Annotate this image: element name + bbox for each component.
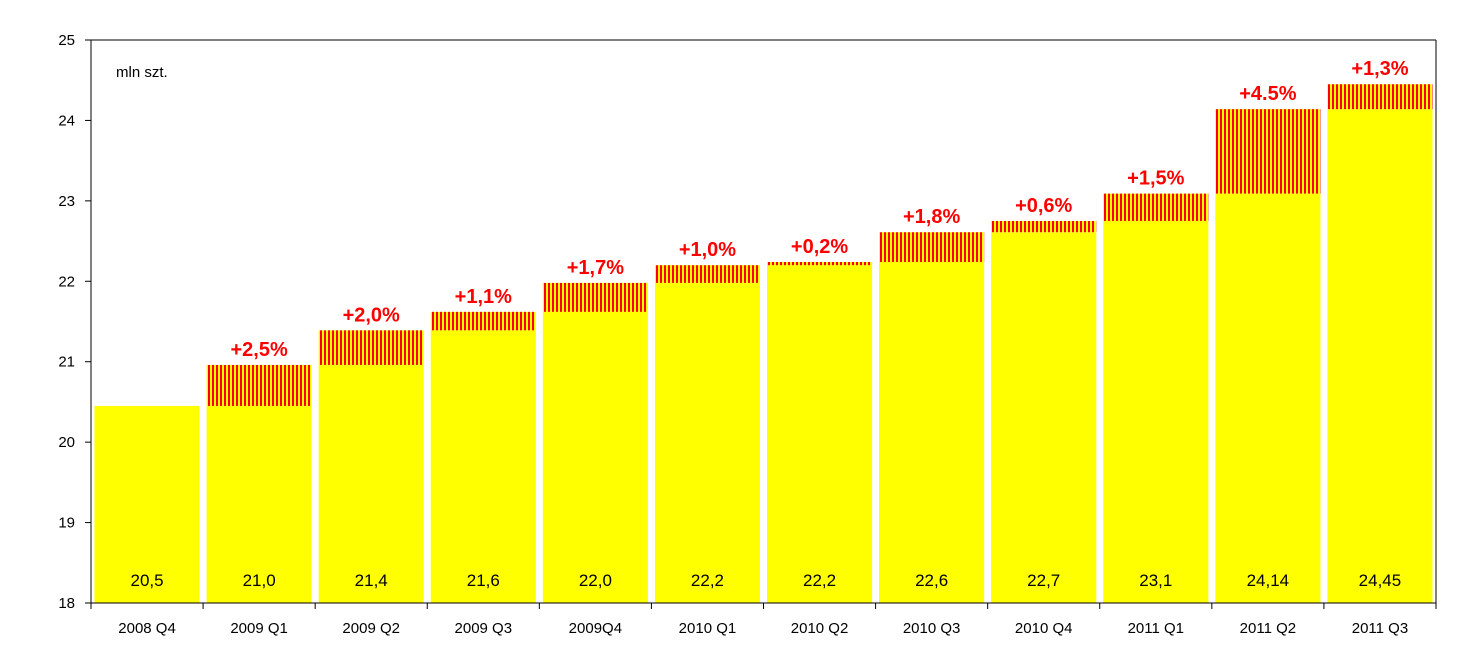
change-label-9: +0,6% — [1015, 195, 1072, 217]
bar-increment-12 — [1327, 84, 1433, 110]
bar-increment-9 — [991, 220, 1097, 233]
change-label-6: +1,0% — [679, 239, 736, 261]
change-label-11: +4.5% — [1239, 83, 1296, 105]
bar-increment-10 — [1103, 193, 1209, 221]
x-tick-label-5: 2009Q4 — [569, 620, 622, 637]
value-label-12: 24,45 — [1359, 571, 1402, 590]
change-label-10: +1,5% — [1127, 168, 1184, 190]
value-label-6: 22,2 — [691, 571, 724, 590]
value-label-2: 21,0 — [243, 571, 276, 590]
unit-label: mln szt. — [116, 64, 168, 81]
change-label-5: +1,7% — [567, 257, 624, 279]
change-label-2: +2,5% — [230, 339, 287, 361]
bar-increment-7 — [767, 261, 873, 266]
y-tick-label-19: 19 — [58, 515, 75, 532]
x-tick-label-1: 2008 Q4 — [118, 620, 176, 637]
bar-9 — [991, 232, 1097, 603]
value-label-1: 20,5 — [130, 571, 163, 590]
bar-2 — [206, 405, 312, 603]
bar-7 — [767, 265, 873, 603]
y-tick-label-24: 24 — [58, 112, 75, 129]
x-tick-label-11: 2011 Q2 — [1240, 620, 1296, 637]
change-label-12: +1,3% — [1351, 58, 1408, 80]
bar-12 — [1327, 109, 1433, 603]
y-tick-label-23: 23 — [58, 193, 75, 210]
value-label-4: 21,6 — [467, 571, 500, 590]
y-tick-label-18: 18 — [58, 595, 75, 612]
x-tick-label-12: 2011 Q3 — [1352, 620, 1408, 637]
bar-6 — [654, 282, 760, 603]
y-tick-label-21: 21 — [58, 354, 75, 371]
x-tick-label-6: 2010 Q1 — [679, 620, 737, 637]
bar-8 — [879, 261, 985, 603]
x-tick-label-2: 2009 Q1 — [230, 620, 288, 637]
bar-4 — [430, 330, 536, 603]
bar-increment-5 — [542, 282, 648, 312]
bar-increment-6 — [654, 265, 760, 283]
x-tick-label-9: 2010 Q4 — [1015, 620, 1073, 637]
change-label-3: +2,0% — [343, 304, 400, 326]
bar-increment-4 — [430, 311, 536, 331]
bar-3 — [318, 364, 424, 603]
bar-increment-8 — [879, 232, 985, 262]
change-label-8: +1,8% — [903, 206, 960, 228]
value-label-9: 22,7 — [1027, 571, 1060, 590]
bar-increment-11 — [1215, 109, 1321, 194]
y-tick-label-25: 25 — [58, 32, 75, 49]
x-tick-label-8: 2010 Q3 — [903, 620, 961, 637]
x-tick-label-4: 2009 Q3 — [455, 620, 513, 637]
bar-increment-3 — [318, 330, 424, 365]
labels-layer: 20,5 2008 Q4 21,0 +2,5% 2009 Q1 21,4 +2,0% 2009… — [58, 32, 1408, 637]
x-tick-label-7: 2010 Q2 — [791, 620, 849, 637]
value-label-8: 22,6 — [915, 571, 948, 590]
bar-increment-2 — [206, 364, 312, 406]
bar-1 — [94, 405, 200, 603]
y-tick-label-20: 20 — [58, 434, 75, 451]
bars-layer — [94, 84, 1433, 603]
bar-11 — [1215, 193, 1321, 603]
x-tick-label-3: 2009 Q2 — [342, 620, 400, 637]
value-label-10: 23,1 — [1139, 571, 1172, 590]
value-label-5: 22,0 — [579, 571, 612, 590]
change-label-7: +0,2% — [791, 236, 848, 258]
bar-5 — [542, 311, 648, 603]
bar-10 — [1103, 220, 1209, 603]
value-label-7: 22,2 — [803, 571, 836, 590]
x-tick-label-10: 2011 Q1 — [1128, 620, 1184, 637]
y-tick-label-22: 22 — [58, 273, 75, 290]
value-label-11: 24,14 — [1247, 571, 1290, 590]
change-label-4: +1,1% — [455, 286, 512, 308]
value-label-3: 21,4 — [355, 571, 388, 590]
axes-layer — [85, 39, 1437, 609]
